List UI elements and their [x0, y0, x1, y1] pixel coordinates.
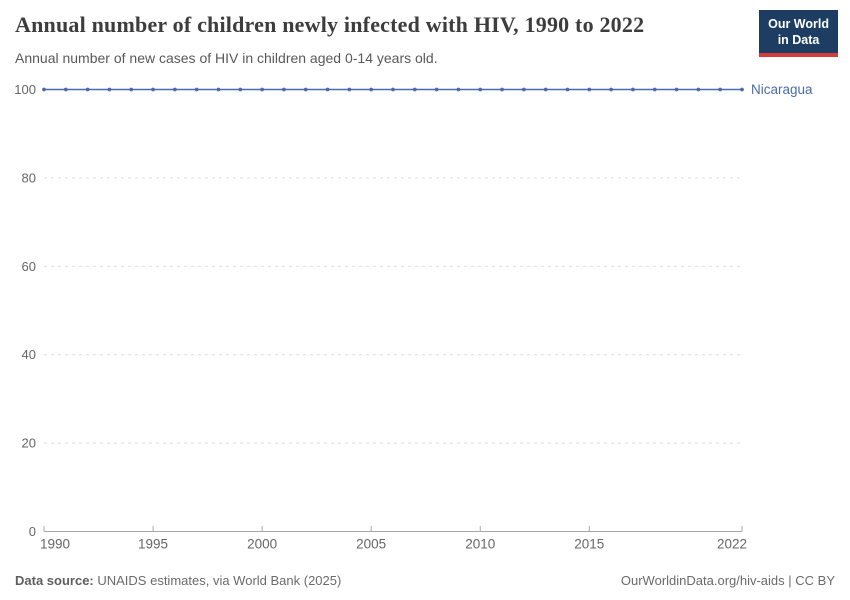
data-point[interactable]	[587, 87, 592, 92]
data-point[interactable]	[652, 87, 657, 92]
data-point[interactable]	[325, 87, 330, 92]
data-point[interactable]	[85, 87, 90, 92]
page-title: Annual number of children newly infected…	[15, 12, 645, 37]
x-axis-tick-label: 2015	[574, 537, 604, 552]
data-point[interactable]	[216, 87, 221, 92]
data-point[interactable]	[282, 87, 286, 92]
chart-subtitle: Annual number of new cases of HIV in chi…	[15, 50, 438, 66]
data-point[interactable]	[194, 87, 199, 92]
data-point[interactable]	[129, 87, 134, 92]
data-point[interactable]	[631, 87, 635, 92]
y-axis-tick-label: 40	[22, 347, 36, 362]
data-point[interactable]	[500, 87, 504, 92]
y-axis-tick-label: 20	[22, 436, 36, 451]
x-axis-tick-label: 1990	[40, 537, 70, 552]
y-axis-tick-label: 60	[22, 259, 36, 274]
data-point[interactable]	[42, 87, 46, 92]
data-point[interactable]	[740, 87, 744, 92]
data-point[interactable]	[609, 87, 614, 92]
data-point[interactable]	[565, 87, 570, 92]
data-point[interactable]	[456, 87, 461, 92]
y-axis-tick-label: 0	[29, 524, 36, 539]
data-point[interactable]	[696, 87, 701, 92]
data-point[interactable]	[369, 87, 374, 92]
data-point[interactable]	[434, 87, 439, 92]
data-point[interactable]	[478, 87, 483, 92]
data-point[interactable]	[107, 87, 112, 92]
y-axis-tick-label: 100	[14, 82, 36, 97]
data-point[interactable]	[391, 87, 395, 92]
data-point[interactable]	[718, 87, 723, 92]
x-axis-tick-label: 2010	[465, 537, 495, 552]
data-source-note: Data source: UNAIDS estimates, via World…	[15, 573, 341, 588]
x-axis-tick-label: 2022	[717, 537, 747, 552]
data-point[interactable]	[674, 87, 679, 92]
y-axis-tick-label: 80	[22, 170, 36, 185]
data-point[interactable]	[347, 87, 352, 92]
entity-label[interactable]: Nicaragua	[751, 82, 813, 97]
data-point[interactable]	[238, 87, 243, 92]
data-point[interactable]	[151, 87, 155, 92]
data-point[interactable]	[63, 87, 68, 92]
data-source-label: Data source:	[15, 573, 94, 588]
logo-line-1: Our World	[768, 17, 829, 31]
owid-logo: Our World in Data	[759, 10, 838, 57]
data-point[interactable]	[543, 87, 548, 92]
data-point[interactable]	[260, 87, 265, 92]
x-axis-tick-label: 1995	[138, 537, 168, 552]
data-point[interactable]	[172, 87, 177, 92]
x-axis-tick-label: 2005	[356, 537, 386, 552]
data-point[interactable]	[412, 87, 417, 92]
data-source-text: UNAIDS estimates, via World Bank (2025)	[93, 573, 342, 588]
x-axis-tick-label: 2000	[247, 537, 277, 552]
data-point[interactable]	[303, 87, 308, 92]
logo-line-2: in Data	[777, 33, 820, 48]
data-point[interactable]	[521, 87, 526, 92]
credit-link[interactable]: OurWorldinData.org/hiv-aids | CC BY	[620, 573, 835, 588]
